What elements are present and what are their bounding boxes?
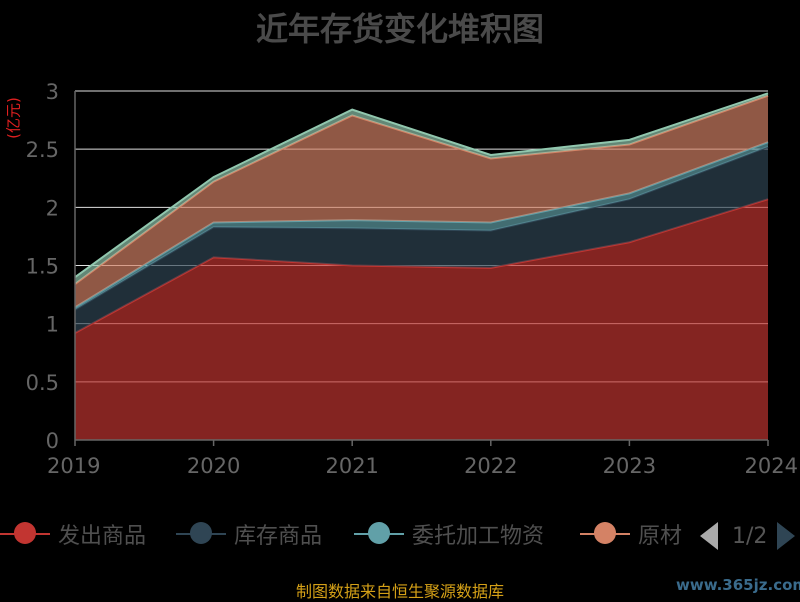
x-tick-label: 2024: [745, 454, 798, 478]
legend-label: 委托加工物资: [412, 524, 545, 549]
x-tick-label: 2021: [325, 454, 378, 478]
y-tick-label: 2.5: [26, 138, 59, 162]
legend-page-indicator: 1/2: [732, 523, 768, 549]
area-series-3: [75, 142, 768, 310]
legend-prev-page-icon[interactable]: [700, 522, 718, 550]
series-line-5: [74, 92, 769, 278]
legend-next-page-icon[interactable]: [777, 522, 796, 550]
x-tick-label: 2019: [47, 454, 100, 478]
y-tick-label: 1: [46, 313, 59, 337]
y-tick-label: 1.5: [26, 255, 59, 279]
legend-pager: 1/2: [700, 516, 796, 556]
y-tick-label: 0.5: [26, 371, 59, 395]
legend-dot-icon: [190, 522, 212, 544]
y-tick-label: 2: [46, 196, 59, 220]
legend-marker-icon: [0, 522, 50, 544]
legend-item-2[interactable]: 库存商品: [176, 512, 322, 556]
legend-marker-icon: [176, 522, 226, 544]
legend-dot-icon: [368, 522, 390, 544]
x-tick-label: 2020: [187, 454, 240, 478]
y-tick-label: 0: [46, 429, 59, 453]
legend-item-1[interactable]: 发出商品: [0, 512, 146, 556]
data-source-note: 制图数据来自恒生聚源数据库: [295, 582, 504, 601]
x-tick-label: 2023: [603, 454, 656, 478]
legend-item-4[interactable]: 原材: [580, 512, 682, 556]
legend-marker-icon: [354, 522, 404, 544]
y-tick-label: 3: [46, 80, 59, 104]
legend-label: 库存商品: [234, 524, 323, 549]
legend-label: 原材: [638, 524, 683, 549]
legend-label: 发出商品: [58, 524, 147, 549]
legend: 发出商品 库存商品 委托加工物资 原材: [0, 512, 690, 556]
chart-title: 近年存货变化堆积图: [255, 10, 544, 48]
legend-item-3[interactable]: 委托加工物资: [354, 512, 544, 556]
x-tick-label: 2022: [464, 454, 517, 478]
area-series-2: [75, 146, 768, 333]
legend-dot-icon: [14, 522, 36, 544]
legend-dot-icon: [594, 522, 616, 544]
legend-marker-icon: [580, 522, 630, 544]
site-watermark: www.365jz.com: [676, 576, 800, 594]
